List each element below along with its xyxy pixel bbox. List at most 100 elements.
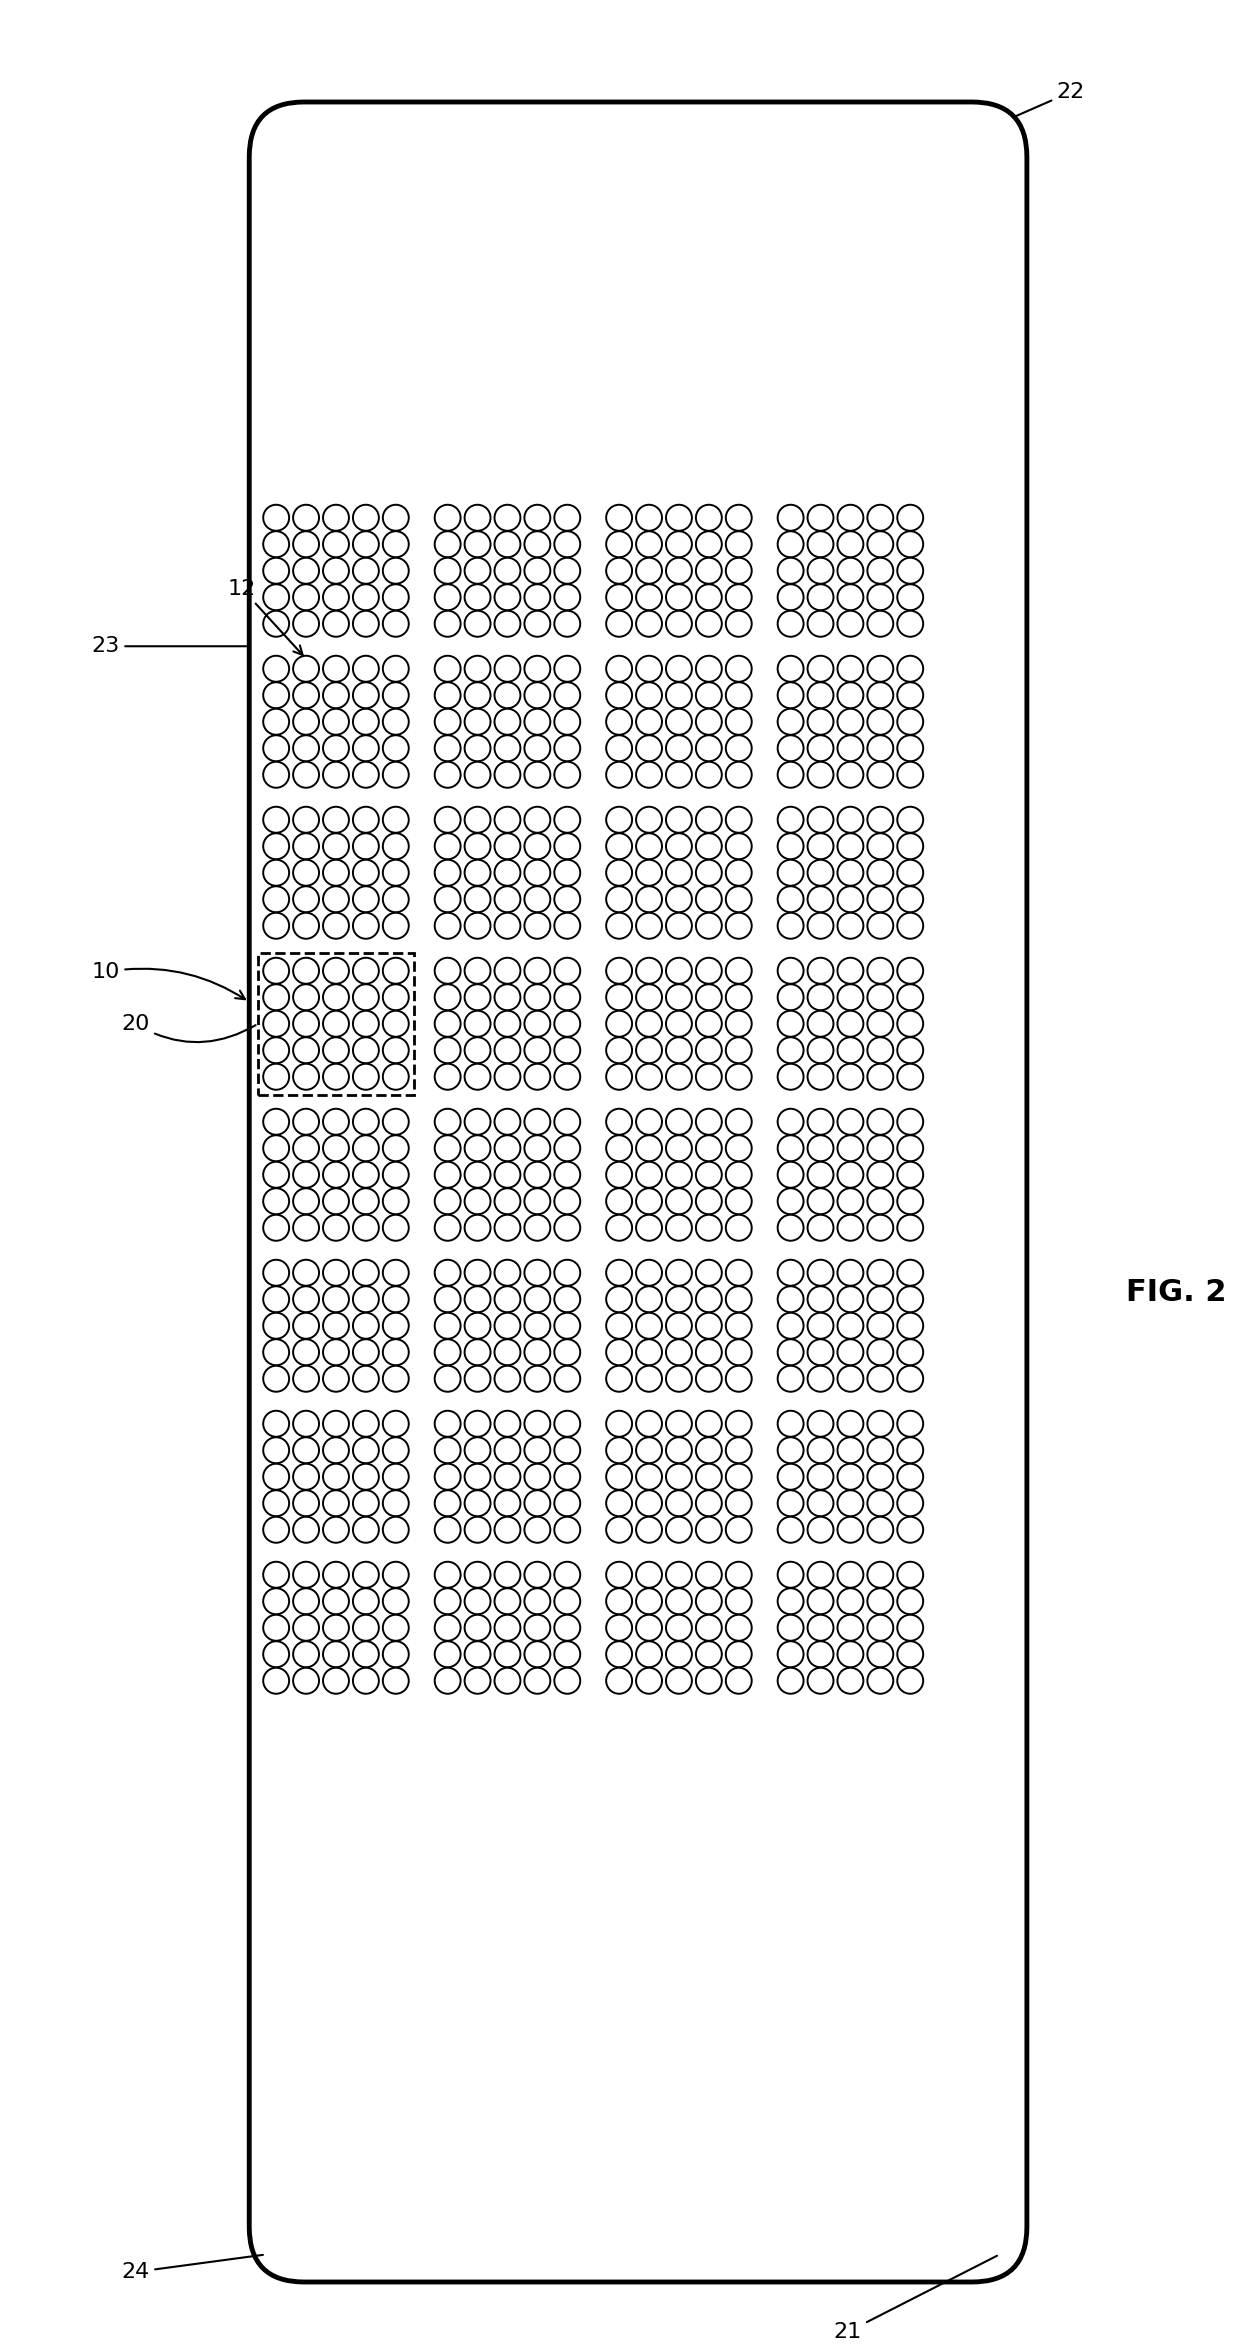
Circle shape bbox=[293, 1562, 319, 1588]
Circle shape bbox=[807, 708, 833, 734]
Circle shape bbox=[837, 833, 863, 858]
Circle shape bbox=[353, 1162, 379, 1188]
Circle shape bbox=[293, 1136, 319, 1162]
Circle shape bbox=[666, 1367, 692, 1392]
Circle shape bbox=[324, 1188, 348, 1214]
Circle shape bbox=[353, 1287, 379, 1312]
Circle shape bbox=[324, 1011, 348, 1037]
Circle shape bbox=[636, 1463, 662, 1489]
Circle shape bbox=[777, 1063, 804, 1089]
Circle shape bbox=[383, 1411, 409, 1437]
Circle shape bbox=[525, 1188, 551, 1214]
Circle shape bbox=[807, 1188, 833, 1214]
Circle shape bbox=[867, 1312, 893, 1338]
Circle shape bbox=[807, 1136, 833, 1162]
Circle shape bbox=[353, 682, 379, 708]
Circle shape bbox=[353, 1136, 379, 1162]
Circle shape bbox=[525, 1616, 551, 1642]
Circle shape bbox=[495, 1491, 521, 1517]
Circle shape bbox=[696, 887, 722, 913]
Circle shape bbox=[324, 1437, 348, 1463]
Circle shape bbox=[807, 506, 833, 532]
Circle shape bbox=[696, 736, 722, 762]
Circle shape bbox=[867, 736, 893, 762]
Circle shape bbox=[324, 583, 348, 609]
Circle shape bbox=[554, 957, 580, 983]
Circle shape bbox=[636, 1437, 662, 1463]
Circle shape bbox=[263, 1562, 289, 1588]
Circle shape bbox=[554, 1616, 580, 1642]
Circle shape bbox=[525, 957, 551, 983]
Circle shape bbox=[324, 1463, 348, 1489]
Circle shape bbox=[435, 1312, 460, 1338]
Circle shape bbox=[324, 807, 348, 833]
Circle shape bbox=[324, 1562, 348, 1588]
Circle shape bbox=[554, 1011, 580, 1037]
Circle shape bbox=[495, 887, 521, 913]
Circle shape bbox=[666, 736, 692, 762]
Circle shape bbox=[606, 1338, 632, 1364]
Circle shape bbox=[867, 557, 893, 583]
Circle shape bbox=[435, 1562, 460, 1588]
Circle shape bbox=[725, 1588, 751, 1613]
Circle shape bbox=[383, 762, 409, 788]
Circle shape bbox=[636, 532, 662, 557]
Circle shape bbox=[898, 1491, 924, 1517]
Circle shape bbox=[383, 1338, 409, 1364]
Circle shape bbox=[495, 1411, 521, 1437]
Circle shape bbox=[898, 833, 924, 858]
Circle shape bbox=[777, 861, 804, 887]
Circle shape bbox=[636, 1517, 662, 1543]
Circle shape bbox=[293, 833, 319, 858]
Circle shape bbox=[293, 957, 319, 983]
Circle shape bbox=[353, 861, 379, 887]
Circle shape bbox=[324, 1642, 348, 1668]
Circle shape bbox=[777, 1411, 804, 1437]
Circle shape bbox=[263, 861, 289, 887]
Circle shape bbox=[263, 532, 289, 557]
Circle shape bbox=[525, 583, 551, 609]
Circle shape bbox=[807, 1162, 833, 1188]
Circle shape bbox=[554, 1261, 580, 1287]
Circle shape bbox=[324, 957, 348, 983]
Circle shape bbox=[263, 1162, 289, 1188]
Circle shape bbox=[867, 983, 893, 1011]
Circle shape bbox=[263, 913, 289, 938]
Circle shape bbox=[554, 612, 580, 637]
Circle shape bbox=[867, 762, 893, 788]
Circle shape bbox=[725, 1642, 751, 1668]
Circle shape bbox=[807, 1463, 833, 1489]
Circle shape bbox=[353, 532, 379, 557]
Circle shape bbox=[353, 1437, 379, 1463]
Circle shape bbox=[636, 762, 662, 788]
Circle shape bbox=[293, 583, 319, 609]
Circle shape bbox=[383, 1136, 409, 1162]
Circle shape bbox=[606, 887, 632, 913]
Circle shape bbox=[525, 1214, 551, 1242]
Circle shape bbox=[666, 708, 692, 734]
Circle shape bbox=[898, 612, 924, 637]
Circle shape bbox=[263, 656, 289, 682]
Circle shape bbox=[465, 1411, 491, 1437]
Circle shape bbox=[324, 1411, 348, 1437]
Circle shape bbox=[807, 583, 833, 609]
Circle shape bbox=[495, 1517, 521, 1543]
Circle shape bbox=[666, 913, 692, 938]
Circle shape bbox=[636, 1588, 662, 1613]
Circle shape bbox=[867, 1338, 893, 1364]
Circle shape bbox=[263, 1338, 289, 1364]
Circle shape bbox=[725, 861, 751, 887]
Circle shape bbox=[435, 983, 460, 1011]
Circle shape bbox=[725, 1491, 751, 1517]
Circle shape bbox=[867, 887, 893, 913]
Circle shape bbox=[636, 1312, 662, 1338]
Circle shape bbox=[383, 557, 409, 583]
Circle shape bbox=[696, 1437, 722, 1463]
Circle shape bbox=[465, 1463, 491, 1489]
Circle shape bbox=[554, 506, 580, 532]
Circle shape bbox=[696, 583, 722, 609]
Circle shape bbox=[353, 1616, 379, 1642]
Circle shape bbox=[435, 1463, 460, 1489]
Circle shape bbox=[293, 1287, 319, 1312]
Circle shape bbox=[636, 612, 662, 637]
